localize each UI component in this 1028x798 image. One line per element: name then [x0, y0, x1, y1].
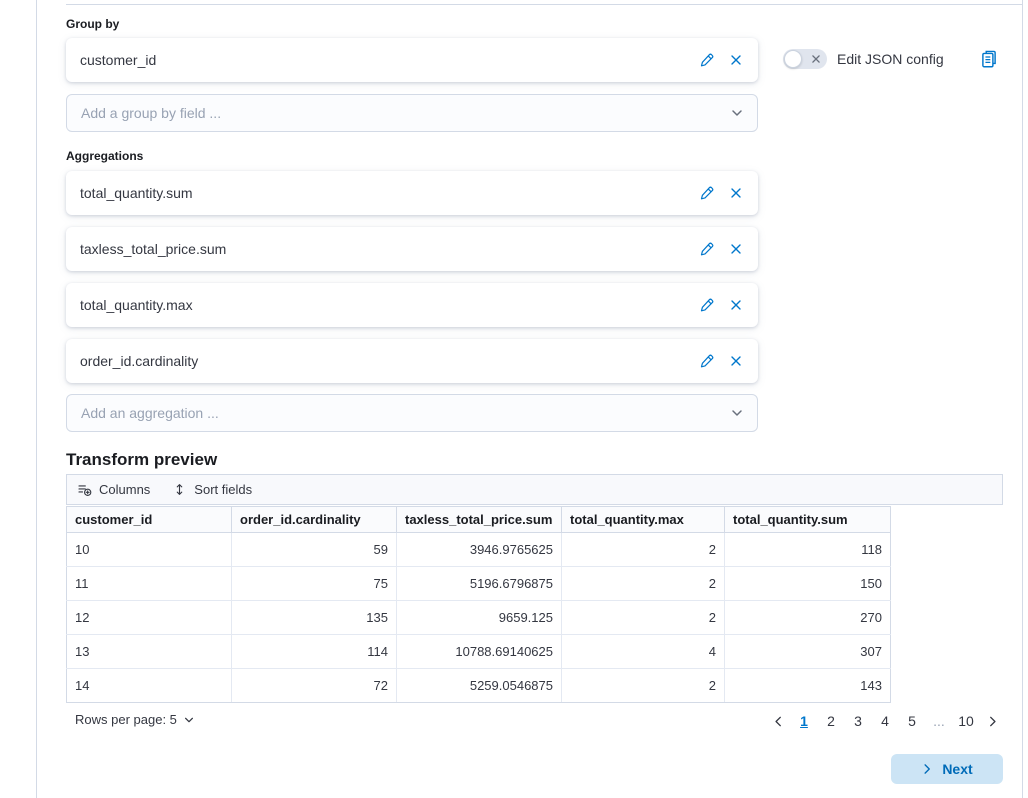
remove-x-icon[interactable]	[728, 297, 744, 313]
column-header-total-quantity-max[interactable]: total_quantity.max	[561, 506, 725, 533]
chevron-right-icon	[924, 764, 931, 774]
transform-preview-table: customer_id order_id.cardinality taxless…	[66, 506, 891, 703]
cell-taxless-total-price-sum: 5196.6796875	[396, 566, 562, 601]
table-row: 10 59 3946.9765625 2 118	[66, 532, 891, 567]
remove-x-icon[interactable]	[728, 185, 744, 201]
edit-json-row: Edit JSON config	[783, 49, 944, 69]
remove-x-icon[interactable]	[728, 52, 744, 68]
columns-button-label: Columns	[99, 482, 151, 497]
next-button[interactable]: Next	[891, 754, 1003, 784]
cell-total-quantity-max: 2	[561, 668, 725, 703]
edit-json-label: Edit JSON config	[837, 51, 944, 67]
chevron-down-icon	[732, 410, 742, 416]
aggregation-item-order-id-cardinality: order_id.cardinality	[66, 339, 758, 383]
pagination: 1 2 3 4 5 ... 10	[66, 709, 1003, 733]
cell-order-id-cardinality: 72	[231, 668, 397, 703]
cell-total-quantity-sum: 150	[724, 566, 891, 601]
cell-customer-id: 13	[66, 634, 232, 669]
column-header-customer-id[interactable]: customer_id	[66, 506, 232, 533]
columns-list-add-icon	[78, 485, 92, 496]
cell-order-id-cardinality: 114	[231, 634, 397, 669]
column-header-taxless-total-price-sum[interactable]: taxless_total_price.sum	[396, 506, 562, 533]
edit-pencil-icon[interactable]	[699, 353, 715, 369]
cell-order-id-cardinality: 75	[231, 566, 397, 601]
cell-customer-id: 11	[66, 566, 232, 601]
sort-up-down-icon	[176, 484, 183, 495]
page-number-5[interactable]: 5	[900, 709, 924, 733]
add-group-by-input[interactable]	[79, 104, 729, 122]
cell-taxless-total-price-sum: 3946.9765625	[396, 532, 562, 567]
column-header-total-quantity-sum[interactable]: total_quantity.sum	[724, 506, 891, 533]
chevron-down-icon	[184, 717, 193, 722]
cell-customer-id: 10	[66, 532, 232, 567]
page-number-1[interactable]: 1	[792, 709, 816, 733]
page-number-10[interactable]: 10	[954, 709, 978, 733]
aggregation-item-total-quantity-sum: total_quantity.sum	[66, 171, 758, 215]
toggle-knob	[784, 50, 802, 68]
datagrid-toolbar: Columns Sort fields	[66, 474, 1003, 505]
chevron-down-icon	[732, 110, 742, 116]
copy-to-clipboard-icon[interactable]	[980, 49, 998, 69]
aggregations-label: Aggregations	[66, 149, 144, 163]
aggregation-item-total-quantity-max: total_quantity.max	[66, 283, 758, 327]
cell-customer-id: 14	[66, 668, 232, 703]
cell-customer-id: 12	[66, 600, 232, 635]
page-ellipsis: ...	[933, 713, 945, 729]
add-aggregation-input[interactable]	[79, 404, 729, 422]
aggregation-item-label: total_quantity.sum	[80, 185, 193, 201]
transform-preview-title: Transform preview	[66, 450, 218, 469]
columns-button[interactable]: Columns	[77, 482, 150, 497]
remove-x-icon[interactable]	[728, 353, 744, 369]
group-by-item-customer-id: customer_id	[66, 38, 758, 82]
rows-per-page-button[interactable]: Rows per page: 5	[75, 712, 195, 727]
column-header-order-id-cardinality[interactable]: order_id.cardinality	[231, 506, 397, 533]
add-aggregation-combo[interactable]	[66, 394, 758, 432]
cell-taxless-total-price-sum: 9659.125	[396, 600, 562, 635]
table-row: 11 75 5196.6796875 2 150	[66, 566, 891, 601]
sort-fields-button[interactable]: Sort fields	[172, 482, 252, 497]
aggregation-item-label: total_quantity.max	[80, 297, 193, 313]
cell-total-quantity-sum: 270	[724, 600, 891, 635]
edit-json-toggle[interactable]	[783, 49, 827, 69]
next-button-label: Next	[942, 761, 973, 777]
table-header-row: customer_id order_id.cardinality taxless…	[66, 506, 891, 533]
cell-total-quantity-sum: 143	[724, 668, 891, 703]
next-page-icon[interactable]	[981, 709, 1003, 733]
top-divider	[66, 4, 1022, 5]
group-by-label: Group by	[66, 17, 120, 31]
cell-total-quantity-max: 2	[561, 532, 725, 567]
aggregation-item-label: order_id.cardinality	[80, 353, 199, 369]
table-row: 12 135 9659.125 2 270	[66, 600, 891, 635]
table-row: 14 72 5259.0546875 2 143	[66, 668, 891, 703]
cell-taxless-total-price-sum: 10788.69140625	[396, 634, 562, 669]
cell-total-quantity-max: 4	[561, 634, 725, 669]
rows-per-page-label: Rows per page: 5	[75, 712, 177, 727]
remove-x-icon[interactable]	[728, 241, 744, 257]
edit-pencil-icon[interactable]	[699, 241, 715, 257]
cell-total-quantity-sum: 307	[724, 634, 891, 669]
cell-total-quantity-max: 2	[561, 600, 725, 635]
aggregation-item-taxless-total-price-sum: taxless_total_price.sum	[66, 227, 758, 271]
edit-pencil-icon[interactable]	[699, 297, 715, 313]
edit-pencil-icon[interactable]	[699, 52, 715, 68]
page-number-3[interactable]: 3	[846, 709, 870, 733]
previous-page-icon[interactable]	[767, 709, 789, 733]
cell-order-id-cardinality: 135	[231, 600, 397, 635]
cell-taxless-total-price-sum: 5259.0546875	[396, 668, 562, 703]
cell-order-id-cardinality: 59	[231, 532, 397, 567]
sort-fields-button-label: Sort fields	[194, 482, 253, 497]
group-by-item-label: customer_id	[80, 52, 157, 68]
cell-total-quantity-sum: 118	[724, 532, 891, 567]
aggregation-item-label: taxless_total_price.sum	[80, 241, 227, 257]
toggle-off-x-icon	[812, 55, 820, 63]
page-number-2[interactable]: 2	[819, 709, 843, 733]
add-group-by-combo[interactable]	[66, 94, 758, 132]
panel-right-divider	[1022, 0, 1023, 798]
edit-pencil-icon[interactable]	[699, 185, 715, 201]
cell-total-quantity-max: 2	[561, 566, 725, 601]
page-number-4[interactable]: 4	[873, 709, 897, 733]
panel-left-divider	[36, 0, 37, 798]
table-row: 13 114 10788.69140625 4 307	[66, 634, 891, 669]
